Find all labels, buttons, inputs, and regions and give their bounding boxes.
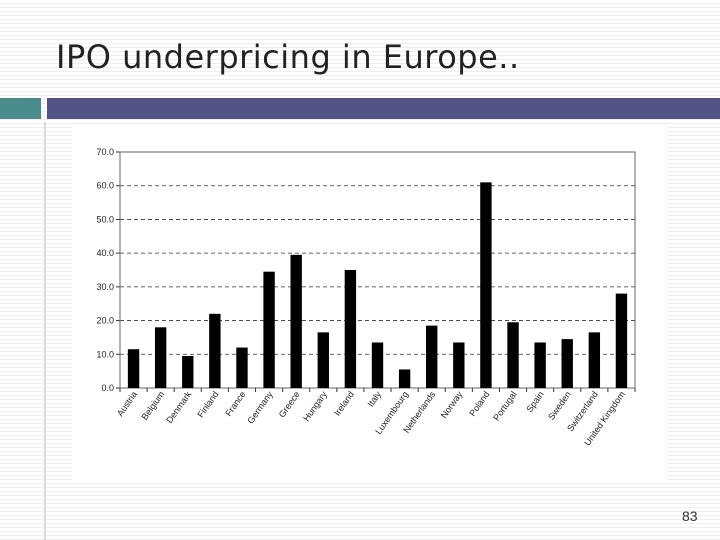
bar xyxy=(371,342,384,388)
bar xyxy=(453,342,465,388)
x-tick-label: Finland xyxy=(195,389,220,419)
bar xyxy=(344,270,357,388)
y-tick-label: 60.0 xyxy=(96,181,114,191)
x-tick-label: Portugal xyxy=(491,389,518,422)
bar xyxy=(236,347,248,388)
title-accent-block xyxy=(0,98,41,119)
bar xyxy=(154,327,167,388)
x-tick-label: Hungary xyxy=(301,389,329,423)
slide-title: IPO underpricing in Europe.. xyxy=(56,38,520,76)
bar xyxy=(534,342,546,388)
x-tick-label: Spain xyxy=(524,389,545,414)
y-tick-label: 30.0 xyxy=(96,282,114,292)
bar xyxy=(561,339,573,388)
chart-panel: 0.0 10.0 20.0 30.0 40.0 50.0 60.0 70.0 Austria Be… xyxy=(72,124,667,480)
bar xyxy=(263,271,275,388)
bar xyxy=(507,322,519,388)
bar xyxy=(426,325,438,388)
y-tick-label: 0.0 xyxy=(101,383,114,393)
x-tick-label: Italy xyxy=(365,389,383,409)
bar-chart: 0.0 10.0 20.0 30.0 40.0 50.0 60.0 70.0 Austria Be… xyxy=(96,147,636,448)
x-tick-label: Belgium xyxy=(139,389,166,421)
bar xyxy=(615,293,628,388)
y-tick-label: 20.0 xyxy=(96,316,114,326)
x-tick-label: Poland xyxy=(467,389,491,418)
bar xyxy=(127,349,140,388)
x-tick-label: Austria xyxy=(115,389,139,418)
y-tick-label: 10.0 xyxy=(96,349,114,359)
y-tick-label: 70.0 xyxy=(96,147,114,157)
page-number: 83 xyxy=(682,508,698,524)
x-tick-label: Denmark xyxy=(164,389,193,425)
x-tick-label: Sweden xyxy=(546,389,573,421)
bar xyxy=(480,182,492,388)
bar xyxy=(317,332,329,388)
x-tick-label: Germany xyxy=(245,389,275,425)
bar xyxy=(588,332,601,388)
title-rule-bar xyxy=(47,98,720,119)
y-tick-label: 50.0 xyxy=(96,214,114,224)
x-tick-label: Norway xyxy=(439,389,465,420)
x-tick-label: France xyxy=(223,389,247,418)
left-margin-line xyxy=(44,122,46,540)
y-tick-label: 40.0 xyxy=(96,248,114,258)
x-tick-label: Greece xyxy=(277,389,302,419)
bar xyxy=(290,254,302,388)
bar xyxy=(209,313,221,388)
bar xyxy=(182,355,194,388)
bar xyxy=(398,369,411,388)
x-tick-label: Ireland xyxy=(332,389,356,417)
